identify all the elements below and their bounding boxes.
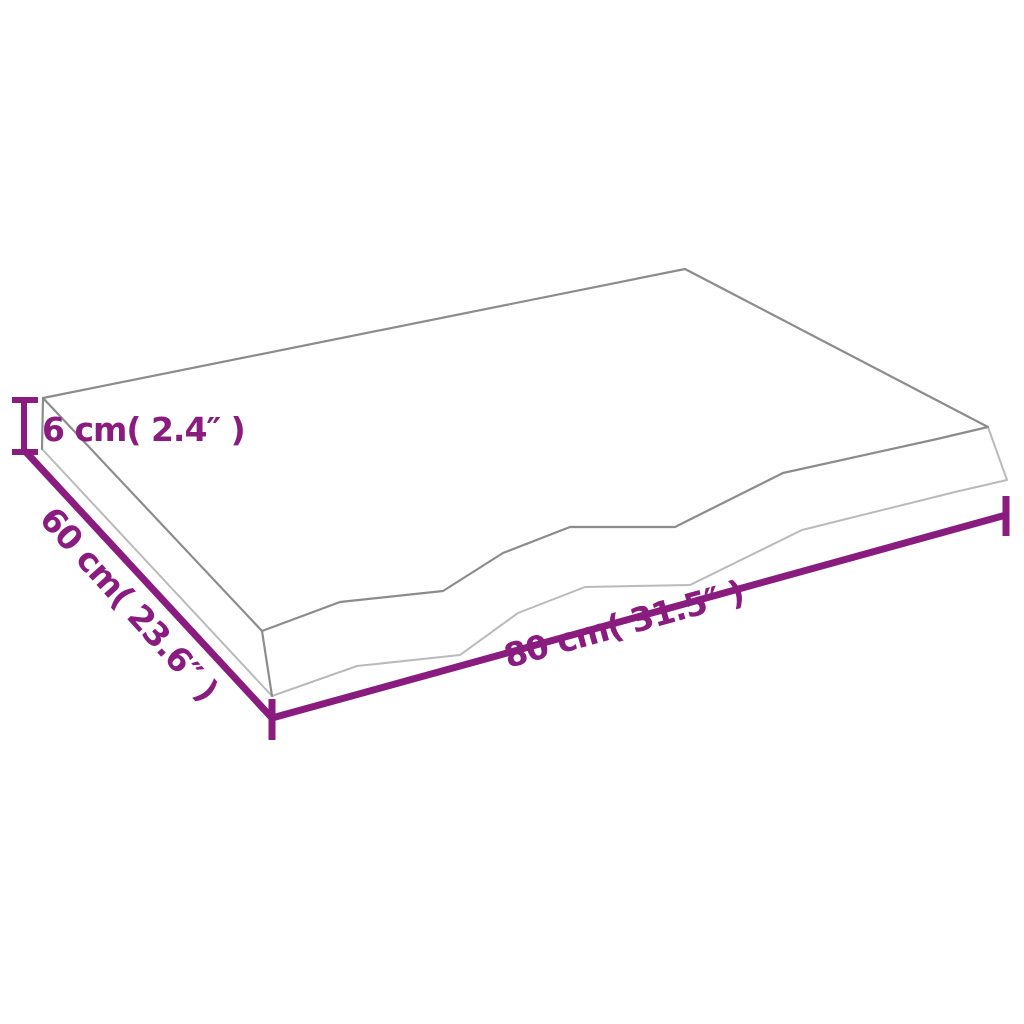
board-outline bbox=[40, 267, 1008, 698]
board-back-left-edge bbox=[40, 396, 45, 451]
board-bottom-edges bbox=[41, 426, 1008, 697]
board-left-face bbox=[42, 398, 272, 696]
board-top-face bbox=[41, 267, 990, 633]
width-dimension bbox=[268, 496, 1010, 740]
depth-line bbox=[22, 448, 275, 721]
depth-dimension bbox=[22, 448, 275, 721]
width-line bbox=[271, 511, 1007, 722]
board-front-face bbox=[262, 427, 1007, 696]
thickness-label: 6 cm( 2.4″ ) bbox=[42, 410, 245, 449]
board-front-left-edge bbox=[260, 629, 274, 698]
thickness-dimension bbox=[12, 397, 38, 455]
